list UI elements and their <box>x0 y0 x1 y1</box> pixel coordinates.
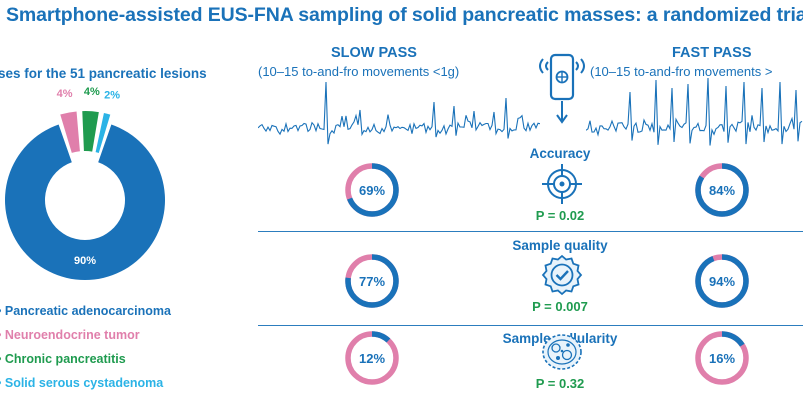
check-badge-icon <box>541 254 583 296</box>
fast-pass-subtitle: (10–15 to-and-fro movements > <box>590 64 773 79</box>
donut-label-2: 4% <box>84 86 100 98</box>
divider-1 <box>258 231 803 232</box>
fast-ring-2: 16% <box>695 331 749 385</box>
legend-item-2: • Chronic pancreatitis <box>0 352 126 366</box>
fast-ring-0-fill <box>695 163 749 217</box>
donut-label-0: 90% <box>74 255 96 267</box>
slow-pass-subtitle: (10–15 to-and-fro movements <1g) <box>258 64 460 79</box>
fast-ring-2-fill <box>695 331 749 385</box>
donut-label-1: 4% <box>57 88 73 100</box>
fast-ring-1: 94% <box>695 254 749 308</box>
page-title: Smartphone-assisted EUS-FNA sampling of … <box>6 4 803 26</box>
slow-pass-signal <box>258 81 540 145</box>
legend-bullet-icon: • <box>0 304 5 318</box>
legend-bullet-icon: • <box>0 352 5 366</box>
legend-bullet-icon: • <box>0 376 5 390</box>
legend-label: Neuroendocrine tumor <box>4 328 140 342</box>
donut-label-3: 2% <box>104 89 120 101</box>
donut-slice-solid-serous-cystadenoma <box>95 113 111 153</box>
crosshair-icon <box>542 164 582 204</box>
fast-ring-1-label: 94% <box>709 274 735 289</box>
lesions-title: ses for the 51 pancreatic lesions <box>0 66 207 81</box>
smartphone-accelerometer-icon <box>539 53 585 124</box>
donut-slice-pancreatic-adenocarcinoma <box>4 124 165 281</box>
metric-p-value-1: P = 0.007 <box>532 299 588 314</box>
fast-pass-title: FAST PASS <box>672 45 752 61</box>
slow-ring-2: 12% <box>345 331 399 385</box>
metric-title-1: Sample quality <box>512 238 608 253</box>
metric-p-value-2: P = 0.32 <box>535 376 585 391</box>
legend-label: Chronic pancreatitis <box>4 352 126 366</box>
slow-ring-0: 69% <box>345 163 399 217</box>
slow-ring-2-fill <box>345 331 399 385</box>
legend-item-3: • Solid serous cystadenoma <box>0 376 163 390</box>
slow-pass-title: SLOW PASS <box>331 45 417 61</box>
cell-icon <box>542 334 582 370</box>
legend-label: Pancreatic adenocarcinoma <box>4 304 171 318</box>
legend-bullet-icon: • <box>0 328 5 342</box>
fast-pass-signal <box>586 78 803 146</box>
slow-ring-1-fill <box>345 254 399 308</box>
fast-ring-2-label: 16% <box>709 351 735 366</box>
slow-ring-1: 77% <box>345 254 399 308</box>
metric-title-0: Accuracy <box>529 146 591 161</box>
slow-ring-2-label: 12% <box>359 351 385 366</box>
fast-ring-1-fill <box>695 254 749 308</box>
divider-2 <box>258 325 803 326</box>
slow-ring-0-fill <box>345 163 399 217</box>
slow-ring-1-label: 77% <box>359 274 385 289</box>
metric-p-value-0: P = 0.02 <box>535 208 585 223</box>
donut-slice-neuroendocrine-tumor <box>60 111 80 153</box>
legend-item-1: • Neuroendocrine tumor <box>0 328 140 342</box>
legend-label: Solid serous cystadenoma <box>4 376 164 390</box>
legend-item-0: • Pancreatic adenocarcinoma <box>0 304 171 318</box>
fast-ring-0: 84% <box>695 163 749 217</box>
donut-slice-chronic-pancreatitis <box>82 111 99 152</box>
lesions-donut-chart: 90% 4% 4% 2% <box>4 86 165 281</box>
slow-ring-0-label: 69% <box>359 183 385 198</box>
fast-ring-0-label: 84% <box>709 183 735 198</box>
